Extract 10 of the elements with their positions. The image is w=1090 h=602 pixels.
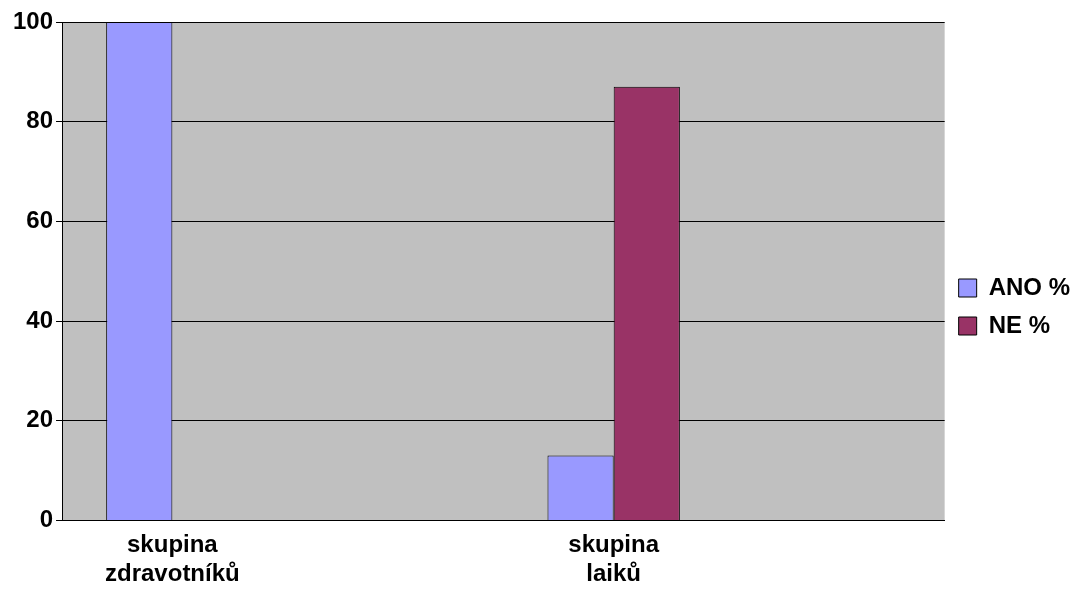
legend-label: NE %: [988, 310, 1051, 338]
y-tick-label: 20: [26, 405, 54, 433]
x-tick-label: skupina laiků: [568, 530, 660, 587]
y-tick-label: 0: [39, 505, 54, 533]
legend-label: ANO %: [988, 272, 1070, 300]
x-tick-label: skupina zdravotníků: [105, 530, 240, 587]
y-tick-label: 100: [13, 6, 54, 34]
y-tick-label: 40: [26, 305, 54, 333]
y-tick-label: 60: [26, 205, 54, 233]
y-tick-label: 80: [26, 106, 54, 134]
